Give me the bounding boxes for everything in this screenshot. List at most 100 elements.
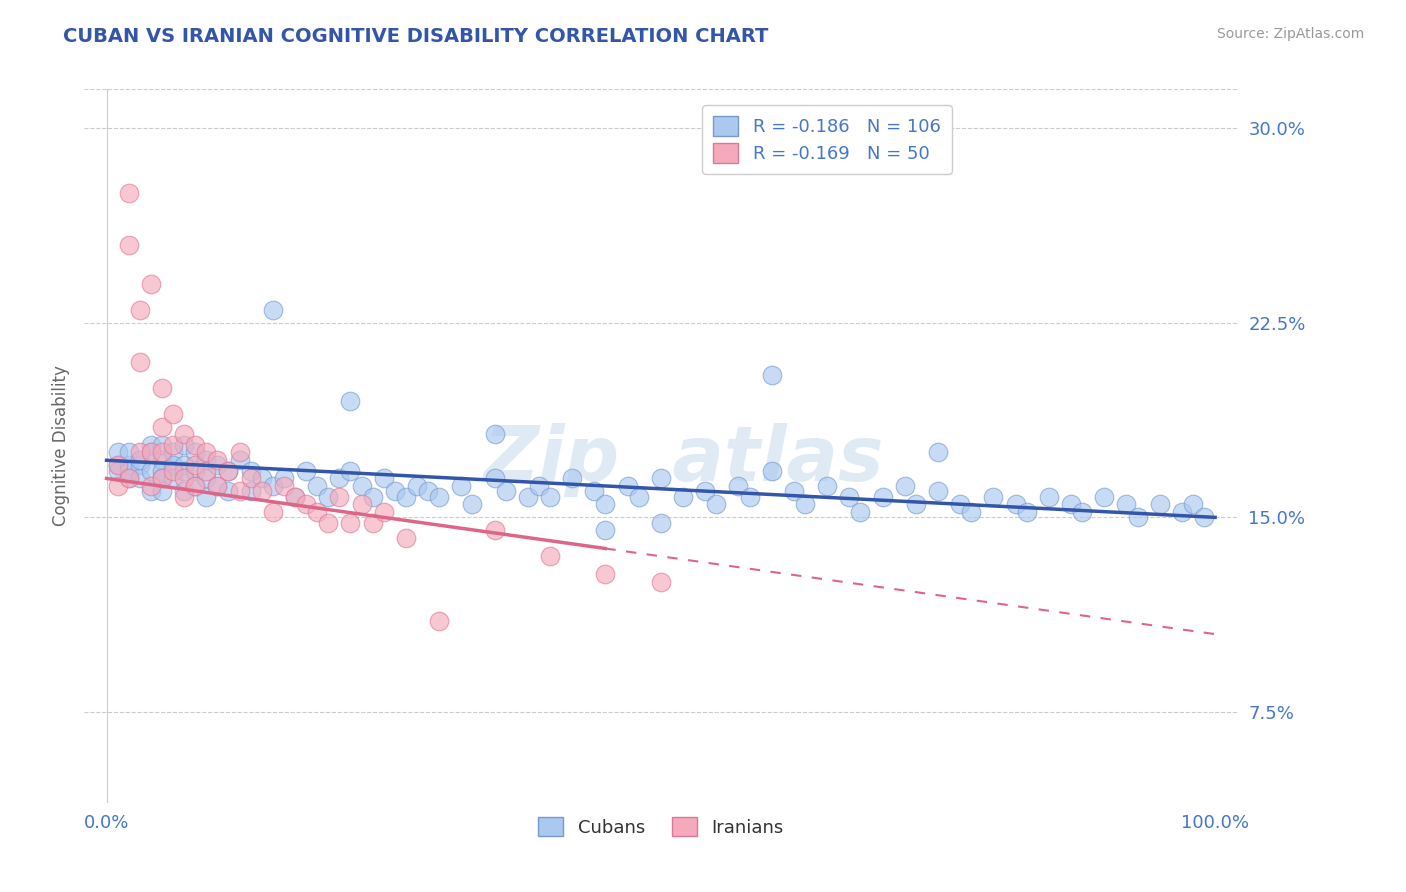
Point — [794, 497, 817, 511]
Point — [650, 516, 672, 530]
Point — [872, 490, 894, 504]
Point — [162, 407, 184, 421]
Point — [904, 497, 927, 511]
Point — [228, 484, 250, 499]
Point — [284, 490, 307, 504]
Point — [218, 464, 240, 478]
Point — [295, 497, 318, 511]
Point — [139, 438, 162, 452]
Point — [427, 614, 450, 628]
Point — [228, 453, 250, 467]
Point — [538, 549, 561, 564]
Point — [1038, 490, 1060, 504]
Point — [118, 471, 141, 485]
Point — [927, 484, 949, 499]
Point — [595, 524, 617, 538]
Point — [118, 186, 141, 200]
Point — [173, 490, 195, 504]
Point — [395, 490, 418, 504]
Text: Source: ZipAtlas.com: Source: ZipAtlas.com — [1216, 27, 1364, 41]
Point — [184, 479, 207, 493]
Point — [150, 453, 173, 467]
Point — [218, 464, 240, 478]
Point — [150, 484, 173, 499]
Point — [207, 479, 229, 493]
Point — [484, 471, 506, 485]
Point — [118, 238, 141, 252]
Point — [316, 490, 339, 504]
Point — [107, 445, 129, 459]
Point — [1192, 510, 1215, 524]
Point — [650, 575, 672, 590]
Point — [184, 464, 207, 478]
Point — [173, 427, 195, 442]
Point — [139, 479, 162, 493]
Point — [849, 505, 872, 519]
Point — [118, 445, 141, 459]
Point — [250, 484, 273, 499]
Point — [128, 354, 150, 368]
Point — [627, 490, 650, 504]
Point — [427, 490, 450, 504]
Point — [761, 464, 783, 478]
Point — [207, 479, 229, 493]
Legend: Cubans, Iranians: Cubans, Iranians — [530, 809, 792, 844]
Point — [1126, 510, 1149, 524]
Point — [949, 497, 972, 511]
Point — [339, 516, 361, 530]
Point — [1004, 497, 1026, 511]
Point — [450, 479, 472, 493]
Point — [695, 484, 717, 499]
Point — [150, 445, 173, 459]
Point — [195, 453, 218, 467]
Point — [195, 445, 218, 459]
Point — [328, 471, 350, 485]
Point — [595, 497, 617, 511]
Point — [128, 302, 150, 317]
Point — [118, 464, 141, 478]
Point — [527, 479, 550, 493]
Point — [184, 438, 207, 452]
Point — [262, 302, 284, 317]
Point — [339, 393, 361, 408]
Point — [484, 524, 506, 538]
Point — [361, 490, 384, 504]
Point — [150, 464, 173, 478]
Point — [1149, 497, 1171, 511]
Point — [139, 277, 162, 291]
Point — [838, 490, 860, 504]
Point — [184, 445, 207, 459]
Point — [461, 497, 484, 511]
Point — [128, 445, 150, 459]
Point — [173, 458, 195, 473]
Point — [150, 471, 173, 485]
Point — [173, 464, 195, 478]
Point — [495, 484, 517, 499]
Text: Zip  atlas: Zip atlas — [484, 424, 884, 497]
Point — [128, 453, 150, 467]
Point — [250, 471, 273, 485]
Point — [516, 490, 538, 504]
Point — [107, 458, 129, 473]
Point — [761, 368, 783, 382]
Point — [128, 458, 150, 473]
Point — [118, 471, 141, 485]
Point — [150, 419, 173, 434]
Point — [273, 471, 295, 485]
Point — [328, 490, 350, 504]
Point — [207, 453, 229, 467]
Point — [307, 505, 329, 519]
Point — [395, 531, 418, 545]
Point — [207, 458, 229, 473]
Point — [983, 490, 1005, 504]
Point — [484, 427, 506, 442]
Point — [1171, 505, 1194, 519]
Point — [150, 438, 173, 452]
Point — [350, 497, 373, 511]
Point — [150, 381, 173, 395]
Point — [361, 516, 384, 530]
Point — [239, 464, 262, 478]
Point — [316, 516, 339, 530]
Point — [1060, 497, 1083, 511]
Point — [262, 505, 284, 519]
